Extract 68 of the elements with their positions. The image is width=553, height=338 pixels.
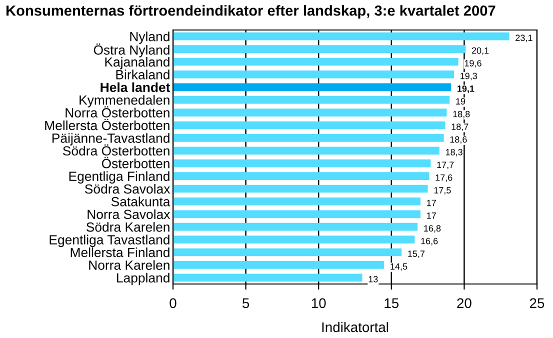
bar (173, 83, 452, 92)
bar (173, 248, 402, 256)
data-label: 18,3 (446, 148, 462, 156)
data-label: 16,6 (421, 238, 438, 246)
bar (173, 134, 444, 142)
y-tick-label: Kajanaland (105, 56, 170, 70)
x-tick-label: 0 (170, 298, 176, 308)
bar (173, 184, 428, 193)
y-tick-label: Päijänne-Tavastland (52, 133, 170, 146)
bar (173, 222, 418, 231)
y-tick-label: Egentliga Finland (69, 171, 170, 184)
y-tick-label: Södra Karelen (86, 222, 170, 232)
y-tick-label: Östra Nyland (94, 44, 170, 58)
bar (173, 96, 450, 104)
data-label: 19,3 (460, 72, 478, 80)
data-label: 17,7 (437, 162, 454, 170)
x-tick-label: 5 (242, 298, 250, 308)
x-tick-label: 25 (530, 298, 544, 308)
bar (173, 210, 421, 218)
x-axis-title: Indikatortal (322, 322, 388, 332)
chart-title: Konsumenternas förtroendeindikator efter landskap, 3:e kvartalet 2007 (6, 5, 496, 19)
bar (173, 274, 362, 282)
y-tick-label: Satakunta (111, 196, 170, 206)
x-tick-label: 10 (312, 298, 326, 308)
bar (173, 108, 447, 116)
data-label: 18,6 (450, 136, 467, 144)
data-label: 17 (427, 212, 436, 219)
y-tick-label: Nyland (130, 32, 170, 44)
bar (173, 198, 421, 206)
y-tick-label: Egentliga Tavastland (50, 234, 170, 248)
x-tick-label: 20 (457, 298, 472, 308)
y-tick-label: Kymmenedalen (80, 95, 170, 108)
bar (173, 32, 510, 40)
data-label: 14,5 (390, 263, 408, 271)
y-tick-label: Mellersta Finland (70, 247, 170, 258)
data-label: 18,7 (452, 124, 468, 132)
data-label: 18,8 (453, 110, 470, 118)
data-label: 15,7 (408, 250, 425, 258)
y-tick-label: Norra Savolax (88, 209, 170, 220)
data-label: 19,1 (457, 85, 474, 94)
y-tick-label: Lappland (117, 272, 170, 286)
bar (173, 261, 384, 269)
data-label: 17,5 (434, 187, 451, 195)
bar (173, 172, 430, 180)
data-label: 17 (427, 200, 436, 206)
bar (173, 58, 458, 66)
data-label: 17,6 (436, 174, 452, 182)
bar (173, 45, 466, 53)
bar (173, 70, 454, 78)
x-tick-label: 15 (384, 298, 399, 308)
y-tick-label: Södra Savolax (85, 184, 170, 194)
data-label: 19 (456, 98, 466, 105)
bar (173, 146, 440, 155)
data-label: 16,8 (424, 225, 441, 233)
data-label: 23,1 (516, 34, 532, 42)
y-tick-label: Mellersta Österbotten (45, 118, 170, 130)
y-tick-label: Hela landet (100, 82, 170, 92)
y-tick-label: Södra Österbotten (63, 144, 170, 156)
bar (173, 121, 446, 130)
bar (173, 236, 415, 244)
data-label: 13 (368, 276, 378, 282)
bar (173, 159, 431, 168)
data-label: 19,6 (464, 60, 482, 68)
data-label: 20,1 (472, 47, 489, 55)
y-tick-label: Birkaland (116, 70, 170, 80)
y-tick-label: Norra Karelen (89, 260, 170, 270)
y-tick-label: Österbotten (102, 157, 170, 168)
y-tick-label: Norra Österbotten (66, 106, 170, 118)
